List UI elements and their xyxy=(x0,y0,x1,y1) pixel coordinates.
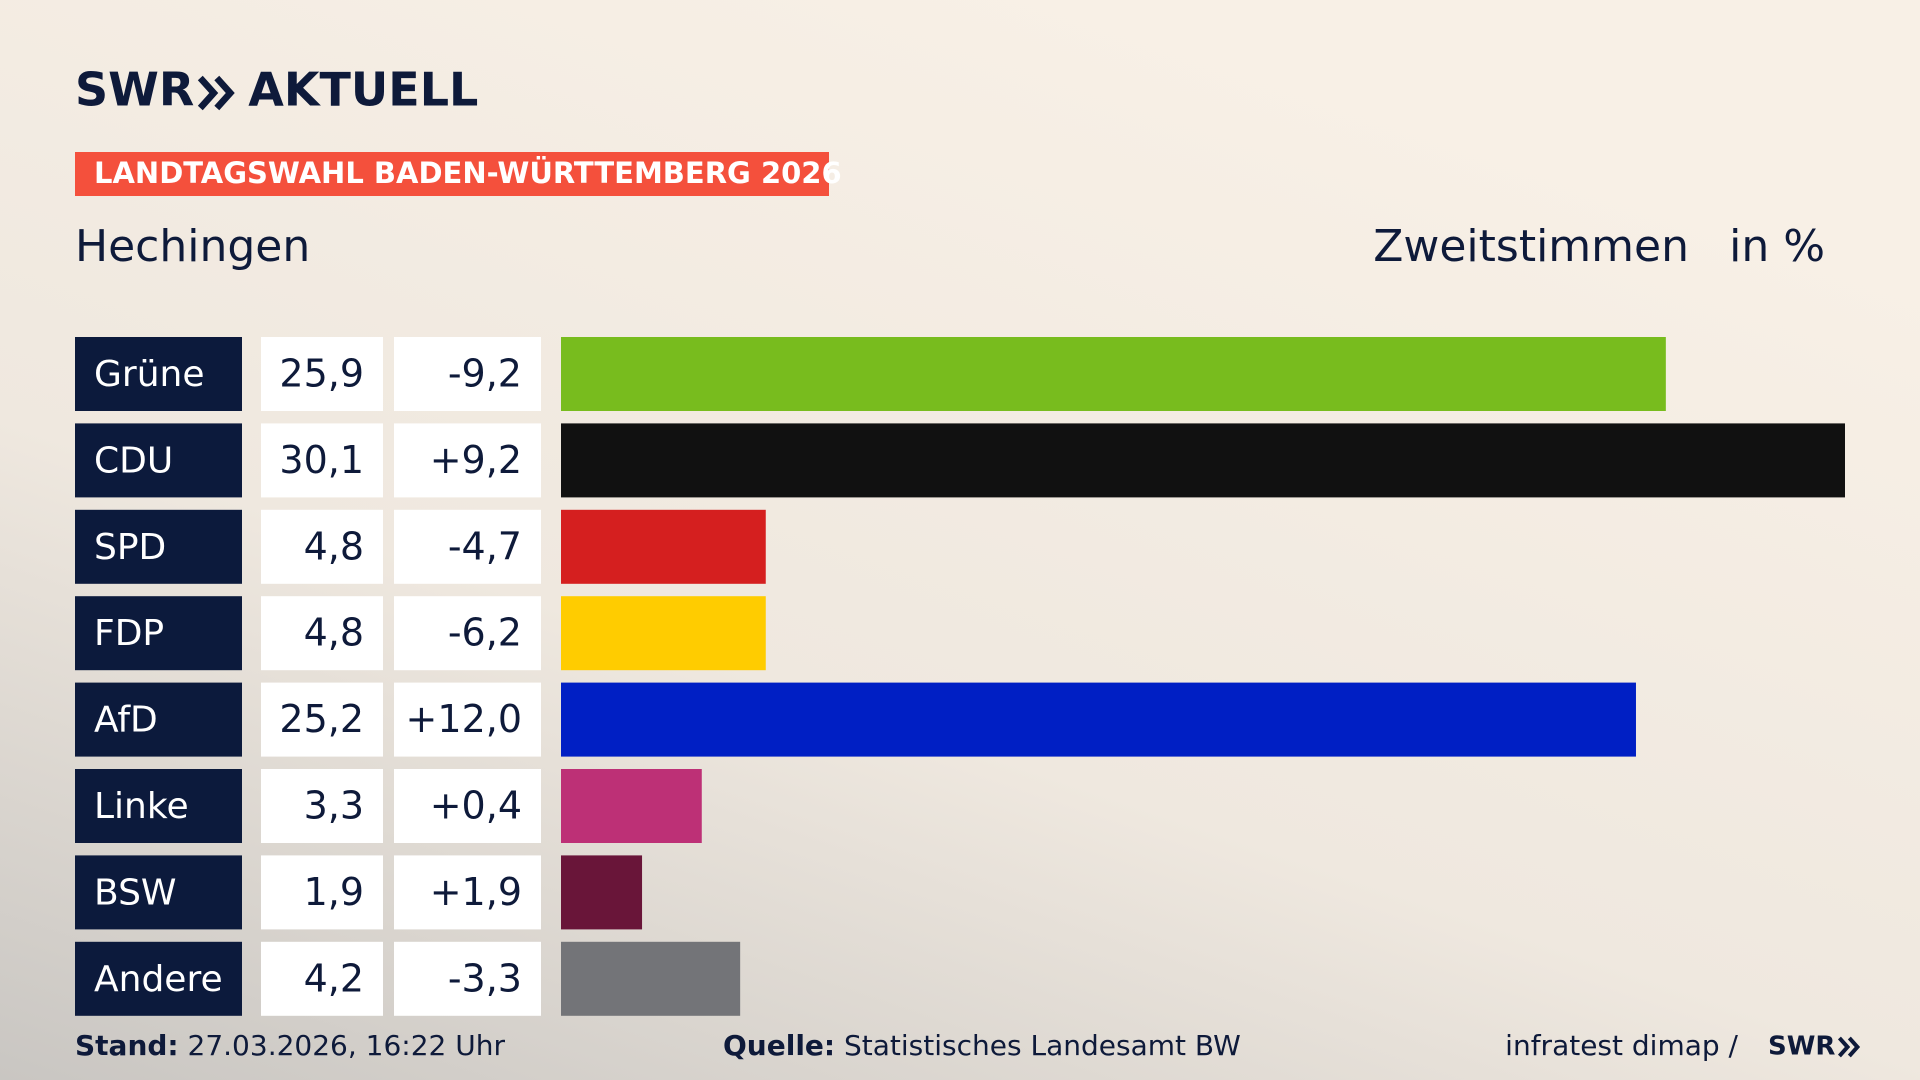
stand-value: 27.03.2026, 16:22 Uhr xyxy=(188,1029,506,1062)
change-label: +0,4 xyxy=(430,784,522,828)
bar xyxy=(561,855,643,930)
value-label: 4,2 xyxy=(304,956,364,1000)
value-label: 30,1 xyxy=(279,438,364,482)
banner xyxy=(75,152,829,196)
value-box xyxy=(261,596,383,671)
category-label: CDU xyxy=(94,440,173,481)
footer-chevron xyxy=(1837,1036,1851,1058)
chart-title: Hechingen xyxy=(75,221,310,272)
source-value: Statistisches Landesamt BW xyxy=(844,1029,1241,1062)
change-label: +12,0 xyxy=(406,697,522,741)
label-box xyxy=(75,855,242,930)
value-label: 25,9 xyxy=(279,352,364,396)
category-label: SPD xyxy=(94,527,166,568)
brand-chevron xyxy=(197,75,219,111)
value-label: 3,3 xyxy=(304,784,364,828)
stand-label: Stand: xyxy=(75,1029,179,1062)
label-box xyxy=(75,941,242,1016)
value-label: 1,9 xyxy=(304,870,364,914)
label-box xyxy=(75,769,242,843)
footer-chevron xyxy=(1847,1036,1861,1058)
footer-brand: SWR xyxy=(1768,1032,1835,1062)
category-label: Andere xyxy=(94,959,223,1000)
change-box xyxy=(394,337,541,411)
source-label: Quelle: xyxy=(723,1029,835,1062)
change-box xyxy=(394,682,541,757)
bar xyxy=(561,337,1666,411)
category-label: BSW xyxy=(94,872,177,913)
change-label: -6,2 xyxy=(448,611,522,655)
change-box xyxy=(394,423,541,498)
bar xyxy=(561,509,766,584)
label-box xyxy=(75,596,242,671)
value-box xyxy=(261,423,383,498)
brand-chevron xyxy=(214,75,235,111)
change-box xyxy=(394,509,541,584)
bar xyxy=(561,596,766,671)
credit: infratest dimap / xyxy=(1505,1029,1738,1062)
measure: Zweitstimmen xyxy=(1373,221,1689,272)
change-label: -4,7 xyxy=(448,524,522,568)
change-label: -9,2 xyxy=(448,352,522,396)
value-box xyxy=(261,941,383,1016)
value-label: 4,8 xyxy=(304,611,364,655)
value-box xyxy=(261,509,383,584)
brand-name: SWR xyxy=(75,63,194,117)
change-box xyxy=(394,769,541,843)
value-box xyxy=(261,337,383,411)
bar xyxy=(561,423,1845,498)
brand-product: AKTUELL xyxy=(248,63,478,117)
category-label: Grüne xyxy=(94,354,204,395)
change-label: +9,2 xyxy=(430,438,522,482)
change-label: +1,9 xyxy=(430,870,522,914)
label-box xyxy=(75,337,242,411)
change-box xyxy=(394,596,541,671)
category-label: Linke xyxy=(94,786,189,827)
source: Quelle: Statistisches Landesamt BW xyxy=(723,1029,1241,1062)
value-box xyxy=(261,769,383,843)
category-label: AfD xyxy=(94,700,158,741)
value-label: 4,8 xyxy=(304,524,364,568)
value-label: 25,2 xyxy=(279,697,364,741)
change-box xyxy=(394,855,541,930)
label-box xyxy=(75,509,242,584)
stand: Stand: 27.03.2026, 16:22 Uhr xyxy=(75,1029,505,1062)
unit: in % xyxy=(1729,221,1825,272)
value-box xyxy=(261,855,383,930)
label-box xyxy=(75,682,242,757)
banner-text: LANDTAGSWAHL BADEN-WÜRTTEMBERG 2026 xyxy=(94,156,842,190)
bar xyxy=(561,769,702,843)
bar xyxy=(561,682,1636,757)
category-label: FDP xyxy=(94,613,164,654)
change-label: -3,3 xyxy=(448,956,522,1000)
label-box xyxy=(75,423,242,498)
bar xyxy=(561,941,741,1016)
value-box xyxy=(261,682,383,757)
change-box xyxy=(394,941,541,1016)
